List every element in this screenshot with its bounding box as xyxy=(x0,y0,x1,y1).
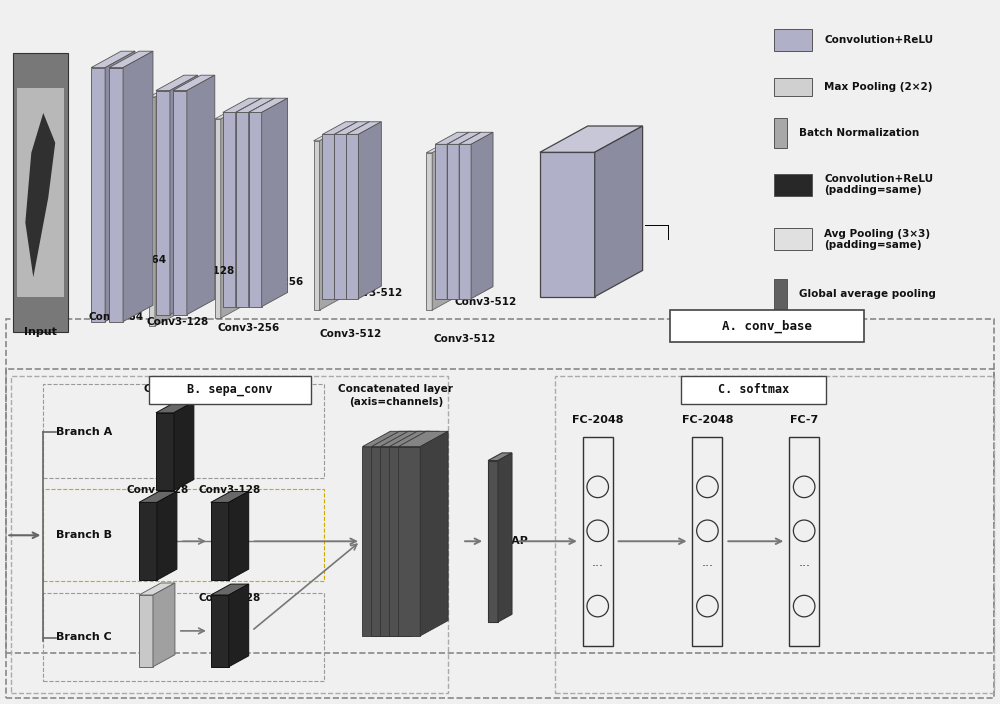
Polygon shape xyxy=(170,75,198,315)
Polygon shape xyxy=(139,491,177,503)
Polygon shape xyxy=(393,432,421,636)
Polygon shape xyxy=(211,491,249,503)
Text: Convolution+ReLU: Convolution+ReLU xyxy=(824,35,933,45)
Text: Conv3-512: Conv3-512 xyxy=(454,297,516,307)
Text: Conv3-128: Conv3-128 xyxy=(199,593,261,603)
Text: ...: ... xyxy=(798,555,810,569)
Polygon shape xyxy=(498,453,512,622)
Polygon shape xyxy=(346,122,381,134)
Polygon shape xyxy=(173,75,215,91)
Text: Branch B: Branch B xyxy=(56,530,112,540)
Polygon shape xyxy=(322,134,334,298)
FancyBboxPatch shape xyxy=(17,88,64,297)
Polygon shape xyxy=(221,105,246,318)
Polygon shape xyxy=(380,446,402,636)
FancyBboxPatch shape xyxy=(774,229,812,251)
Text: ...: ... xyxy=(592,555,604,569)
Text: Avg Pooling (3×3)
(padding=same): Avg Pooling (3×3) (padding=same) xyxy=(824,229,930,250)
Polygon shape xyxy=(389,446,411,636)
Polygon shape xyxy=(156,91,170,315)
Polygon shape xyxy=(459,132,481,298)
Polygon shape xyxy=(447,144,459,298)
Text: A. conv_base: A. conv_base xyxy=(722,320,812,333)
Polygon shape xyxy=(334,122,357,298)
Text: Conv3-128: Conv3-128 xyxy=(199,486,261,496)
Text: Conv3-512: Conv3-512 xyxy=(319,329,382,339)
Polygon shape xyxy=(156,402,194,413)
FancyBboxPatch shape xyxy=(774,118,787,148)
Text: Conv3-64: Conv3-64 xyxy=(111,256,166,265)
Polygon shape xyxy=(229,491,249,580)
Polygon shape xyxy=(411,432,439,636)
Polygon shape xyxy=(236,98,262,307)
Polygon shape xyxy=(362,446,384,636)
Polygon shape xyxy=(380,432,430,446)
Text: Conv3-128: Conv3-128 xyxy=(173,266,235,276)
Polygon shape xyxy=(249,98,288,113)
Polygon shape xyxy=(459,132,493,144)
Polygon shape xyxy=(156,413,174,491)
Polygon shape xyxy=(211,584,249,595)
Polygon shape xyxy=(173,91,187,315)
Polygon shape xyxy=(488,460,498,622)
Polygon shape xyxy=(358,122,381,298)
Polygon shape xyxy=(262,98,288,307)
Text: FC-2048: FC-2048 xyxy=(572,415,623,425)
Text: Max Pooling (2×2): Max Pooling (2×2) xyxy=(824,82,933,92)
Text: Branch A: Branch A xyxy=(56,427,112,436)
Polygon shape xyxy=(447,132,469,298)
Text: Conv3-512: Conv3-512 xyxy=(340,288,403,298)
Text: Input: Input xyxy=(24,327,57,337)
Polygon shape xyxy=(139,583,175,595)
Text: Conv3-256: Conv3-256 xyxy=(218,323,280,333)
Polygon shape xyxy=(249,98,275,307)
Polygon shape xyxy=(105,51,135,322)
Polygon shape xyxy=(371,432,421,446)
Polygon shape xyxy=(156,75,198,91)
Polygon shape xyxy=(398,432,448,446)
Text: (axis=channels): (axis=channels) xyxy=(349,397,443,407)
Polygon shape xyxy=(384,432,412,636)
FancyBboxPatch shape xyxy=(774,30,812,51)
Polygon shape xyxy=(139,595,153,667)
Polygon shape xyxy=(362,432,412,446)
Polygon shape xyxy=(314,141,320,310)
Polygon shape xyxy=(25,113,55,277)
Polygon shape xyxy=(595,126,643,296)
Text: C. softmax: C. softmax xyxy=(718,384,789,396)
Polygon shape xyxy=(236,113,249,307)
FancyBboxPatch shape xyxy=(681,376,826,404)
Polygon shape xyxy=(371,446,393,636)
Polygon shape xyxy=(229,584,249,667)
Polygon shape xyxy=(215,119,221,318)
FancyBboxPatch shape xyxy=(774,78,812,96)
Polygon shape xyxy=(432,142,453,310)
Text: Conv1-128: Conv1-128 xyxy=(144,384,206,394)
Text: FC-2048: FC-2048 xyxy=(682,415,733,425)
Polygon shape xyxy=(109,68,123,322)
Polygon shape xyxy=(91,68,105,322)
Polygon shape xyxy=(157,491,177,580)
Polygon shape xyxy=(139,503,157,580)
Polygon shape xyxy=(153,583,175,667)
Polygon shape xyxy=(249,113,262,307)
Text: Conv3-64: Conv3-64 xyxy=(89,312,144,322)
Text: Batch Normalization: Batch Normalization xyxy=(799,128,919,138)
Text: B. sepa_conv: B. sepa_conv xyxy=(187,384,273,396)
Polygon shape xyxy=(398,446,420,636)
Polygon shape xyxy=(149,82,182,97)
Polygon shape xyxy=(488,453,512,460)
Polygon shape xyxy=(540,152,595,296)
FancyBboxPatch shape xyxy=(692,436,722,646)
Polygon shape xyxy=(187,75,215,315)
Polygon shape xyxy=(322,122,357,134)
Polygon shape xyxy=(420,432,448,636)
Polygon shape xyxy=(149,97,155,326)
Polygon shape xyxy=(540,126,643,152)
Polygon shape xyxy=(109,51,153,68)
Polygon shape xyxy=(314,128,343,141)
Text: Branch C: Branch C xyxy=(56,632,112,642)
Polygon shape xyxy=(236,98,275,113)
Polygon shape xyxy=(426,142,453,153)
Polygon shape xyxy=(447,132,481,144)
